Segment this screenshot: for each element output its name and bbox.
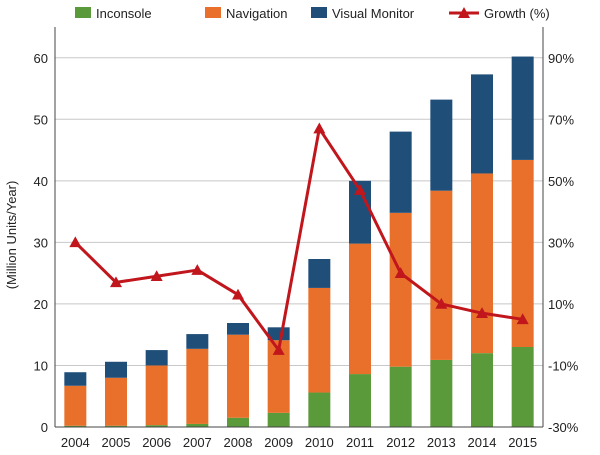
bars <box>64 56 534 427</box>
bar-navigation-2005 <box>105 377 127 426</box>
growth-point-2015 <box>516 313 529 325</box>
x-tick-label: 2005 <box>102 435 131 450</box>
bar-navigation-2009 <box>267 340 290 413</box>
growth-point-2010 <box>313 122 326 134</box>
bar-inconsole-2005 <box>105 425 127 427</box>
growth-point-2011 <box>354 184 366 195</box>
y2-tick-labels: -30% -10% 10% 30% 50% 70% 90% <box>548 51 579 435</box>
bar-navigation-2007 <box>186 348 209 424</box>
bar-visual-monitor-2015 <box>511 56 534 160</box>
growth-series-line <box>74 127 523 352</box>
axes <box>54 27 544 428</box>
growth-point-2004 <box>69 236 82 248</box>
y2-tick-label: 30% <box>548 235 574 250</box>
bar-inconsole-2010 <box>308 392 331 427</box>
legend-label-inconsole: Inconsole <box>96 6 152 21</box>
y-tick-label: 50 <box>34 112 48 127</box>
y2-tick-label: 90% <box>548 51 574 66</box>
legend-label-visual-monitor: Visual Monitor <box>332 6 415 21</box>
bar-inconsole-2012 <box>389 366 412 427</box>
bar-visual-monitor-2009 <box>267 327 290 341</box>
growth-point-2006 <box>150 270 163 282</box>
y2-tick-label: -30% <box>548 420 579 435</box>
bar-inconsole-2006 <box>145 425 168 427</box>
bar-visual-monitor-2008 <box>227 323 249 335</box>
bar-visual-monitor-2014 <box>471 74 493 174</box>
bar-inconsole-2004 <box>64 425 87 427</box>
growth-line <box>69 122 529 355</box>
bar-inconsole-2011 <box>349 374 371 427</box>
growth-point-2008 <box>232 288 244 300</box>
growth-point-2009 <box>272 344 285 355</box>
x-tick-label: 2004 <box>61 435 90 450</box>
legend: Inconsole Navigation Visual Monitor Growth … <box>75 6 550 21</box>
x-tick-label: 2009 <box>264 435 293 450</box>
bar-visual-monitor-2005 <box>105 361 127 378</box>
x-tick-label: 2010 <box>305 435 334 450</box>
y2-tick-label: -10% <box>548 358 579 373</box>
bar-inconsole-2013 <box>430 359 453 427</box>
x-tick-label: 2013 <box>427 435 456 450</box>
legend-swatch-inconsole <box>75 7 91 18</box>
legend-label-navigation: Navigation <box>226 6 287 21</box>
x-tick-label: 2012 <box>386 435 415 450</box>
x-tick-label: 2008 <box>224 435 253 450</box>
bar-visual-monitor-2013 <box>430 99 453 191</box>
bar-visual-monitor-2004 <box>64 372 87 386</box>
y-tick-labels: 0 10 20 30 40 50 60 <box>34 51 48 435</box>
y-tick-label: 60 <box>34 51 48 66</box>
bar-inconsole-2009 <box>267 412 290 427</box>
legend-marker-growth- <box>458 7 470 18</box>
x-tick-label: 2011 <box>346 435 374 450</box>
y-tick-label: 30 <box>34 235 48 250</box>
bar-visual-monitor-2006 <box>145 350 168 366</box>
bar-navigation-2006 <box>145 365 168 426</box>
y2-tick-label: 50% <box>548 174 574 189</box>
legend-swatch-navigation <box>205 7 221 18</box>
x-tick-label: 2006 <box>142 435 171 450</box>
bar-visual-monitor-2007 <box>186 334 209 349</box>
x-tick-label: 2015 <box>508 435 537 450</box>
y-tick-label: 0 <box>41 420 48 435</box>
x-tick-labels: 2004 2005 2006 2007 2008 2009 2010 2011 2012 2013… <box>61 435 537 450</box>
bar-visual-monitor-2012 <box>389 131 412 213</box>
bar-visual-monitor-2010 <box>308 259 331 288</box>
growth-point-2012 <box>394 267 407 278</box>
bar-inconsole-2007 <box>186 423 209 427</box>
y-tick-label: 20 <box>34 297 48 312</box>
bar-navigation-2011 <box>349 243 371 375</box>
bar-inconsole-2015 <box>511 347 534 427</box>
y-tick-label: 40 <box>34 174 48 189</box>
x-tick-label: 2007 <box>183 435 212 450</box>
bar-inconsole-2014 <box>471 353 493 427</box>
y2-tick-label: 70% <box>548 112 574 127</box>
x-tick-label: 2014 <box>468 435 497 450</box>
legend-label-growth-: Growth (%) <box>484 6 550 21</box>
bar-inconsole-2008 <box>227 417 249 427</box>
bar-navigation-2010 <box>308 287 331 393</box>
growth-point-2007 <box>191 264 204 275</box>
y2-tick-label: 10% <box>548 297 574 312</box>
bar-navigation-2013 <box>430 190 453 360</box>
bar-visual-monitor-2011 <box>349 180 371 244</box>
bar-navigation-2008 <box>227 334 249 418</box>
y-axis-title: (Million Units/Year) <box>4 181 19 290</box>
y-tick-label: 10 <box>34 358 48 373</box>
bar-navigation-2015 <box>511 159 534 347</box>
growth-point-2013 <box>435 297 448 309</box>
bar-navigation-2004 <box>64 385 87 426</box>
growth-point-2005 <box>110 276 122 288</box>
bar-navigation-2014 <box>471 173 493 354</box>
bar-navigation-2012 <box>389 212 412 367</box>
legend-swatch-visual-monitor <box>311 7 327 18</box>
grid-lines <box>55 57 543 366</box>
growth-point-2014 <box>476 307 488 318</box>
